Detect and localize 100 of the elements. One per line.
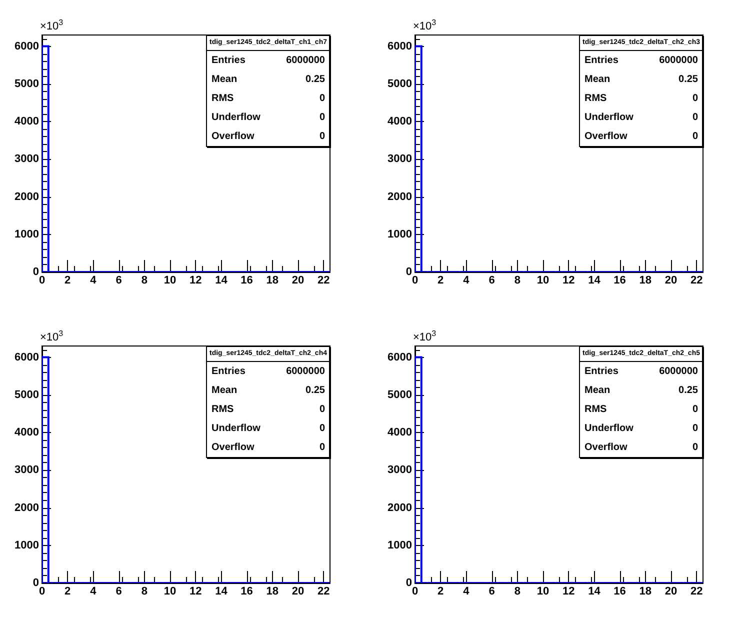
annotation: 6000000 <box>286 365 325 379</box>
x-tick-label: 2 <box>64 586 71 598</box>
x-tick-label: 4 <box>90 586 98 598</box>
annotation: 6000000 <box>659 54 698 68</box>
annotation: 0 <box>319 403 325 417</box>
x-tick-label: 10 <box>164 274 176 286</box>
annotation: RMS <box>584 403 607 417</box>
annotation: Mean <box>584 384 610 398</box>
x-tick-label: 8 <box>514 274 520 286</box>
y-tick-label: 0 <box>32 577 39 589</box>
annotation: 0 <box>692 111 698 125</box>
x-tick-label: 14 <box>215 274 228 286</box>
annotation: Underflow <box>211 422 260 436</box>
y-tick-label: 6000 <box>14 351 39 364</box>
annotation: 0 <box>319 422 325 436</box>
annotation: Entries <box>584 365 618 379</box>
y-tick-label: 1000 <box>14 228 39 240</box>
y-tick-label: 2000 <box>388 190 412 203</box>
y-tick-label: 5000 <box>388 78 412 90</box>
y-tick-label: 4000 <box>14 116 39 128</box>
x-tick-label: 18 <box>639 586 652 598</box>
x-tick-label: 8 <box>141 274 148 286</box>
annotation: 0.25 <box>306 384 325 398</box>
x-tick-label: 8 <box>514 586 520 598</box>
annotation: 0 <box>692 92 698 106</box>
text: ×10$^{3}$ <box>413 329 436 344</box>
annotation: RMS <box>584 92 607 106</box>
x-tick-label: 4 <box>463 586 470 598</box>
x-tick-label: 14 <box>588 586 602 598</box>
annotation: RMS <box>211 403 234 417</box>
x-tick-label: 18 <box>266 274 279 286</box>
x-tick-label: 4 <box>463 274 470 286</box>
x-tick-label: 18 <box>639 274 652 286</box>
annotation: 0 <box>319 441 325 455</box>
x-tick-label: 12 <box>189 274 202 286</box>
text: ×10$^{3}$ <box>40 329 64 344</box>
annotation: 6000000 <box>659 365 698 379</box>
y-tick-label: 4000 <box>388 426 412 439</box>
annotation: 0.25 <box>678 73 698 87</box>
annotation: 0 <box>692 441 698 455</box>
x-tick-label: 10 <box>536 274 550 286</box>
y-tick-label: 1000 <box>388 539 412 552</box>
y-tick-label: 0 <box>406 577 412 589</box>
x-tick-label: 2 <box>438 586 444 598</box>
y-tick-label: 0 <box>32 266 39 278</box>
x-tick-label: 16 <box>614 586 626 598</box>
text: ×10$^{3}$ <box>413 18 436 33</box>
y-tick-label: 3000 <box>14 464 39 476</box>
x-tick-label: 6 <box>116 586 122 598</box>
y-tick-label: 6000 <box>388 351 412 364</box>
annotation: 0 <box>319 92 325 106</box>
x-tick-label: 20 <box>664 586 678 598</box>
y-tick-label: 1000 <box>388 228 412 240</box>
x-tick-label: 6 <box>116 274 122 286</box>
y-tick-label: 5000 <box>14 388 39 401</box>
y-tick-label: 5000 <box>388 388 412 401</box>
y-tick-label: 3000 <box>14 153 39 166</box>
annotation: Underflow <box>584 422 634 436</box>
x-tick-label: 14 <box>588 274 602 286</box>
x-tick-label: 20 <box>292 586 304 598</box>
y-tick-label: 2000 <box>388 502 412 514</box>
annotation: Overflow <box>584 130 628 144</box>
annotation: 0.25 <box>306 73 325 87</box>
y-tick-label: 4000 <box>14 426 39 439</box>
annotation: Underflow <box>584 111 634 125</box>
x-tick-label: 22 <box>690 586 703 598</box>
y-tick-label: 4000 <box>388 116 412 128</box>
x-tick-label: 20 <box>664 274 678 286</box>
annotation: Entries <box>584 54 618 68</box>
x-tick-label: 10 <box>164 586 176 598</box>
x-tick-label: 12 <box>562 274 575 286</box>
x-tick-label: 14 <box>215 586 228 598</box>
x-tick-label: 8 <box>141 586 148 598</box>
y-tick-label: 2000 <box>14 502 39 514</box>
annotation: 0 <box>319 111 325 125</box>
y-tick-label: 0 <box>406 266 412 278</box>
x-tick-label: 18 <box>266 586 279 598</box>
x-tick-label: 6 <box>488 274 495 286</box>
x-tick-label: 16 <box>240 586 253 598</box>
annotation: Overflow <box>211 130 254 144</box>
x-tick-label: 16 <box>240 274 253 286</box>
annotation: 0.25 <box>678 384 698 398</box>
annotation: Underflow <box>211 111 260 125</box>
x-tick-label: 10 <box>536 586 550 598</box>
text: ×10$^{3}$ <box>40 18 64 33</box>
annotation: Mean <box>211 73 238 87</box>
x-tick-label: 22 <box>317 586 330 598</box>
annotation: Entries <box>211 54 246 68</box>
annotation: Mean <box>584 73 610 87</box>
annotation: Overflow <box>211 441 254 455</box>
x-tick-label: 16 <box>614 274 626 286</box>
x-tick-label: 6 <box>488 586 495 598</box>
x-tick-label: 4 <box>90 274 98 286</box>
annotation: Overflow <box>584 441 628 455</box>
y-tick-label: 5000 <box>14 78 39 90</box>
x-tick-label: 22 <box>317 274 330 286</box>
y-tick-label: 2000 <box>14 190 39 203</box>
annotation: 0 <box>692 130 698 144</box>
annotation: RMS <box>211 92 234 106</box>
y-tick-label: 3000 <box>388 464 412 476</box>
